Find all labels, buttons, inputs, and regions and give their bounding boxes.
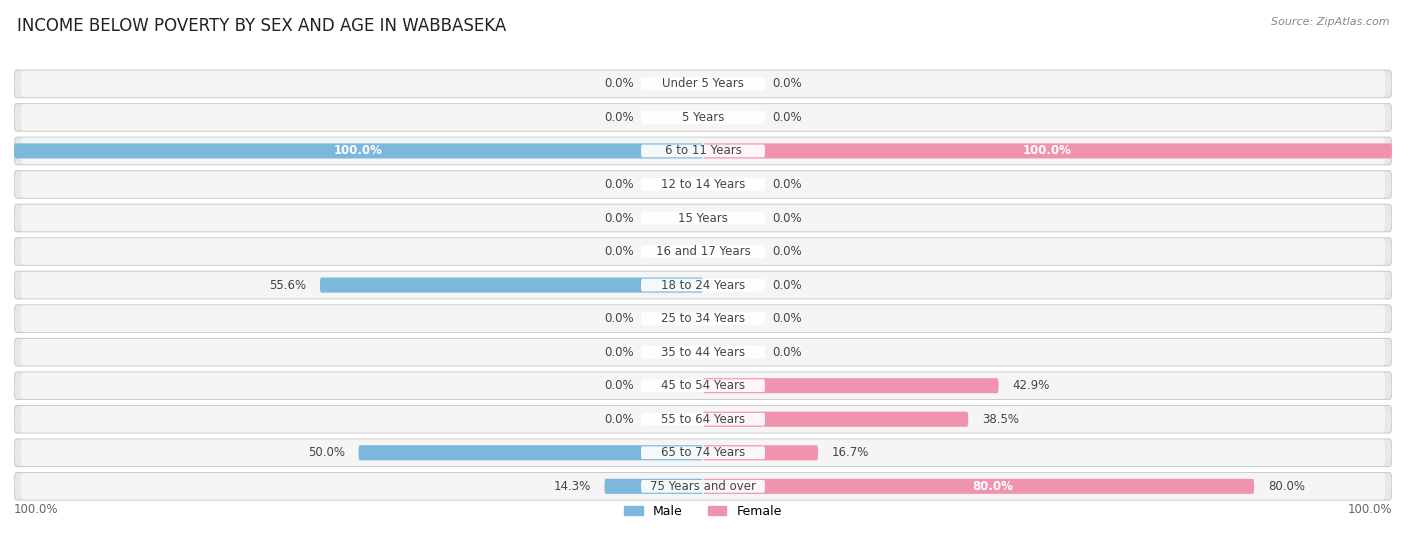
Text: 50.0%: 50.0% bbox=[308, 446, 344, 459]
Text: 0.0%: 0.0% bbox=[605, 211, 634, 225]
Text: 80.0%: 80.0% bbox=[1268, 480, 1305, 493]
FancyBboxPatch shape bbox=[14, 338, 1392, 366]
FancyBboxPatch shape bbox=[641, 480, 765, 492]
FancyBboxPatch shape bbox=[641, 145, 765, 157]
Text: 0.0%: 0.0% bbox=[772, 178, 801, 191]
FancyBboxPatch shape bbox=[14, 439, 1392, 467]
Text: 80.0%: 80.0% bbox=[972, 480, 1012, 493]
FancyBboxPatch shape bbox=[21, 372, 1385, 399]
Text: 0.0%: 0.0% bbox=[605, 178, 634, 191]
FancyBboxPatch shape bbox=[359, 445, 703, 461]
Text: 42.9%: 42.9% bbox=[1012, 379, 1050, 392]
Text: 0.0%: 0.0% bbox=[772, 211, 801, 225]
Text: 16 and 17 Years: 16 and 17 Years bbox=[655, 245, 751, 258]
FancyBboxPatch shape bbox=[641, 78, 765, 90]
Text: 0.0%: 0.0% bbox=[605, 111, 634, 124]
Text: 0.0%: 0.0% bbox=[772, 345, 801, 359]
Text: 18 to 24 Years: 18 to 24 Years bbox=[661, 278, 745, 292]
Text: 0.0%: 0.0% bbox=[772, 111, 801, 124]
FancyBboxPatch shape bbox=[21, 272, 1385, 299]
Text: 45 to 54 Years: 45 to 54 Years bbox=[661, 379, 745, 392]
FancyBboxPatch shape bbox=[14, 372, 1392, 400]
FancyBboxPatch shape bbox=[14, 70, 1392, 98]
FancyBboxPatch shape bbox=[21, 339, 1385, 366]
FancyBboxPatch shape bbox=[703, 143, 1392, 159]
Text: 35 to 44 Years: 35 to 44 Years bbox=[661, 345, 745, 359]
Text: 5 Years: 5 Years bbox=[682, 111, 724, 124]
FancyBboxPatch shape bbox=[703, 445, 818, 461]
FancyBboxPatch shape bbox=[21, 473, 1385, 500]
FancyBboxPatch shape bbox=[703, 411, 969, 427]
FancyBboxPatch shape bbox=[641, 279, 765, 291]
FancyBboxPatch shape bbox=[605, 479, 703, 494]
Text: Under 5 Years: Under 5 Years bbox=[662, 77, 744, 91]
Text: 15 Years: 15 Years bbox=[678, 211, 728, 225]
Text: 100.0%: 100.0% bbox=[335, 144, 382, 158]
Text: 6 to 11 Years: 6 to 11 Years bbox=[665, 144, 741, 158]
FancyBboxPatch shape bbox=[703, 479, 1254, 494]
Text: 0.0%: 0.0% bbox=[605, 245, 634, 258]
Text: 55 to 64 Years: 55 to 64 Years bbox=[661, 413, 745, 426]
FancyBboxPatch shape bbox=[641, 380, 765, 392]
Text: Source: ZipAtlas.com: Source: ZipAtlas.com bbox=[1271, 17, 1389, 27]
FancyBboxPatch shape bbox=[14, 271, 1392, 299]
FancyBboxPatch shape bbox=[14, 103, 1392, 131]
FancyBboxPatch shape bbox=[641, 413, 765, 425]
FancyBboxPatch shape bbox=[14, 204, 1392, 232]
FancyBboxPatch shape bbox=[14, 170, 1392, 198]
Text: 0.0%: 0.0% bbox=[772, 278, 801, 292]
FancyBboxPatch shape bbox=[14, 137, 1392, 165]
FancyBboxPatch shape bbox=[641, 245, 765, 258]
Text: INCOME BELOW POVERTY BY SEX AND AGE IN WABBASEKA: INCOME BELOW POVERTY BY SEX AND AGE IN W… bbox=[17, 17, 506, 35]
FancyBboxPatch shape bbox=[14, 305, 1392, 333]
Text: 100.0%: 100.0% bbox=[1024, 144, 1071, 158]
FancyBboxPatch shape bbox=[21, 238, 1385, 265]
FancyBboxPatch shape bbox=[641, 111, 765, 124]
FancyBboxPatch shape bbox=[321, 277, 703, 292]
Text: 12 to 14 Years: 12 to 14 Years bbox=[661, 178, 745, 191]
Text: 16.7%: 16.7% bbox=[832, 446, 869, 459]
FancyBboxPatch shape bbox=[21, 205, 1385, 231]
FancyBboxPatch shape bbox=[14, 472, 1392, 500]
Text: 0.0%: 0.0% bbox=[605, 77, 634, 91]
FancyBboxPatch shape bbox=[21, 138, 1385, 164]
FancyBboxPatch shape bbox=[641, 178, 765, 191]
FancyBboxPatch shape bbox=[21, 406, 1385, 433]
Text: 0.0%: 0.0% bbox=[772, 245, 801, 258]
Text: 0.0%: 0.0% bbox=[772, 312, 801, 325]
Text: 100.0%: 100.0% bbox=[14, 503, 59, 516]
Text: 0.0%: 0.0% bbox=[605, 312, 634, 325]
Text: 14.3%: 14.3% bbox=[554, 480, 591, 493]
FancyBboxPatch shape bbox=[21, 171, 1385, 198]
FancyBboxPatch shape bbox=[641, 346, 765, 358]
Text: 0.0%: 0.0% bbox=[605, 379, 634, 392]
Text: 0.0%: 0.0% bbox=[605, 413, 634, 426]
FancyBboxPatch shape bbox=[14, 238, 1392, 266]
Legend: Male, Female: Male, Female bbox=[619, 500, 787, 523]
Text: 75 Years and over: 75 Years and over bbox=[650, 480, 756, 493]
FancyBboxPatch shape bbox=[641, 212, 765, 224]
Text: 0.0%: 0.0% bbox=[772, 77, 801, 91]
FancyBboxPatch shape bbox=[21, 70, 1385, 97]
Text: 38.5%: 38.5% bbox=[981, 413, 1019, 426]
Text: 65 to 74 Years: 65 to 74 Years bbox=[661, 446, 745, 459]
Text: 25 to 34 Years: 25 to 34 Years bbox=[661, 312, 745, 325]
Text: 100.0%: 100.0% bbox=[1347, 503, 1392, 516]
FancyBboxPatch shape bbox=[21, 439, 1385, 466]
FancyBboxPatch shape bbox=[14, 405, 1392, 433]
FancyBboxPatch shape bbox=[21, 104, 1385, 131]
FancyBboxPatch shape bbox=[641, 447, 765, 459]
FancyBboxPatch shape bbox=[21, 305, 1385, 332]
FancyBboxPatch shape bbox=[641, 312, 765, 325]
Text: 0.0%: 0.0% bbox=[605, 345, 634, 359]
FancyBboxPatch shape bbox=[14, 143, 703, 159]
FancyBboxPatch shape bbox=[703, 378, 998, 394]
Text: 55.6%: 55.6% bbox=[269, 278, 307, 292]
